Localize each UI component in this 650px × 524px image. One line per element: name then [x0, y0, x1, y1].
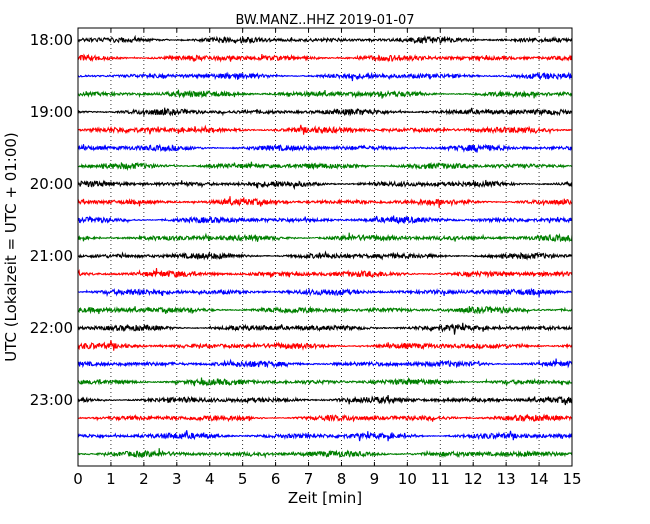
seismic-trace	[77, 267, 573, 279]
seismic-trace	[77, 322, 573, 335]
x-tick-label: 7	[304, 470, 314, 488]
x-tick-label: 9	[370, 470, 380, 488]
x-tick-label: 0	[73, 470, 83, 488]
y-tick-label: 19:00	[30, 103, 73, 121]
y-tick-label: 22:00	[30, 319, 73, 337]
chart-title: BW.MANZ..HHZ 2019-01-07	[235, 13, 414, 28]
x-tick-label: 14	[530, 470, 549, 488]
seismic-trace	[77, 107, 573, 117]
seismic-trace	[77, 124, 573, 135]
x-tick-label: 13	[497, 470, 516, 488]
seismic-trace	[77, 287, 573, 298]
seismic-trace	[77, 305, 573, 315]
y-tick-label: 20:00	[30, 175, 73, 193]
x-axis-label: Zeit [min]	[288, 489, 362, 507]
trace-layer	[77, 34, 573, 459]
x-tick-label: 4	[205, 470, 215, 488]
seismic-trace	[77, 161, 573, 171]
x-tick-label: 11	[431, 470, 450, 488]
seismic-trace	[77, 448, 573, 459]
seismic-trace	[77, 71, 573, 82]
seismic-trace	[77, 232, 573, 243]
y-tick-label: 21:00	[30, 247, 73, 265]
x-tick-label: 5	[238, 470, 248, 488]
x-tick-label: 15	[562, 470, 581, 488]
seismic-trace	[77, 196, 573, 208]
seismic-trace	[77, 340, 573, 351]
seismic-trace	[77, 179, 573, 191]
y-tick-label: 23:00	[30, 391, 73, 409]
seismic-trace	[77, 413, 573, 423]
seismic-trace	[77, 430, 573, 442]
tick-layer: 0 1 2 3 4 5 6 7 8 9 10 11 12 13 14 1518:0019:0020:0021:…	[30, 28, 582, 488]
y-axis-label: UTC (Lokalzeit = UTC + 01:00)	[2, 132, 20, 362]
plot-frame	[77, 27, 573, 467]
seismic-trace	[77, 143, 573, 153]
seismic-trace	[77, 34, 573, 45]
x-tick-label: 10	[398, 470, 417, 488]
x-tick-label: 8	[337, 470, 347, 488]
seismic-trace	[77, 89, 573, 99]
seismic-trace	[77, 215, 573, 225]
seismic-trace	[77, 376, 573, 387]
seismic-trace	[77, 395, 573, 406]
x-tick-label: 12	[464, 470, 483, 488]
x-tick-label: 6	[271, 470, 281, 488]
x-tick-label: 2	[139, 470, 149, 488]
seismic-trace	[77, 250, 572, 261]
x-tick-label: 3	[172, 470, 182, 488]
x-tick-label: 1	[106, 470, 116, 488]
seismic-trace	[77, 53, 573, 63]
y-tick-label: 18:00	[30, 31, 73, 49]
seismic-trace	[77, 358, 573, 369]
